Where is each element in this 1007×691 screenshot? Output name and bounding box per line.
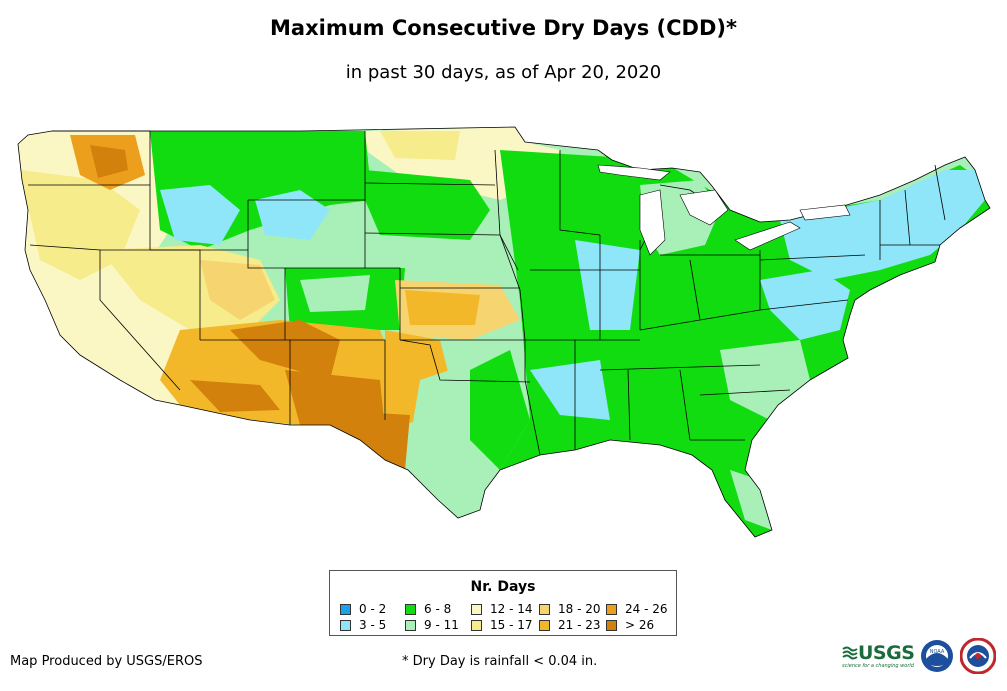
usgs-wave-icon [842, 646, 858, 660]
legend-item: 3 - 5 [340, 618, 386, 632]
legend-item: 21 - 23 [539, 618, 601, 632]
legend-label: 12 - 14 [490, 602, 533, 616]
legend-label: 6 - 8 [424, 602, 452, 616]
cdd-zones [18, 127, 990, 537]
legend-label: 0 - 2 [359, 602, 387, 616]
legend-label: 9 - 11 [424, 618, 459, 632]
usgs-tagline: science for a changing world [842, 663, 914, 669]
legend-label: 24 - 26 [625, 602, 668, 616]
legend-item: 6 - 8 [405, 602, 451, 616]
legend-item: > 26 [606, 618, 654, 632]
legend-item: 24 - 26 [606, 602, 668, 616]
noaa-logo-icon: NOAA [921, 640, 954, 672]
map-legend: Nr. Days 0 - 2 3 - 5 6 - 8 9 - 11 12 - 1… [329, 570, 677, 636]
usgs-wordmark: USGS [858, 642, 915, 664]
nws-logo-icon [960, 638, 997, 674]
agency-logos: USGS science for a changing world NOAA [842, 638, 997, 674]
legend-label: 21 - 23 [558, 618, 601, 632]
great-lakes [597, 164, 851, 256]
state-borders [17, 126, 991, 538]
legend-swatch [340, 619, 351, 631]
legend-item: 15 - 17 [471, 618, 533, 632]
legend-swatch [606, 619, 617, 631]
legend-swatch [606, 603, 617, 615]
legend-swatch [471, 603, 482, 615]
legend-item: 9 - 11 [405, 618, 459, 632]
legend-label: > 26 [625, 618, 655, 632]
legend-swatch [539, 603, 550, 615]
legend-swatch [340, 603, 351, 615]
legend-swatch [405, 603, 416, 615]
map-credit: Map Produced by USGS/EROS [10, 654, 203, 669]
map-subtitle: in past 30 days, as of Apr 20, 2020 [345, 62, 662, 83]
us-cdd-map [17, 126, 991, 538]
legend-title: Nr. Days [470, 579, 536, 595]
usgs-logo: USGS science for a changing world [842, 642, 915, 669]
legend-item: 12 - 14 [471, 602, 533, 616]
noaa-logo-text: NOAA [930, 649, 945, 655]
legend-item: 0 - 2 [340, 602, 386, 616]
legend-label: 3 - 5 [359, 618, 387, 632]
legend-item: 18 - 20 [539, 602, 601, 616]
map-title: Maximum Consecutive Dry Days (CDD)* [270, 16, 737, 40]
legend-swatch [405, 619, 416, 631]
legend-label: 18 - 20 [558, 602, 601, 616]
legend-swatch [471, 619, 482, 631]
legend-swatch [539, 619, 550, 631]
dry-day-footnote: * Dry Day is rainfall < 0.04 in. [402, 654, 598, 669]
legend-label: 15 - 17 [490, 618, 533, 632]
